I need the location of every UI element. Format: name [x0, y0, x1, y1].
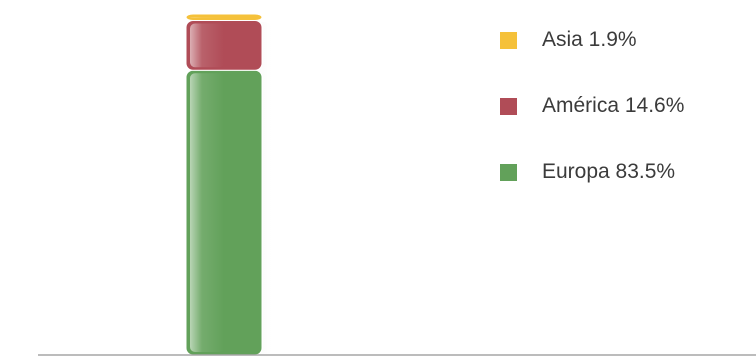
legend-item-europa: Europa 83.5%	[500, 158, 684, 224]
legend-item-asia: Asia 1.9%	[500, 26, 684, 92]
legend-swatch-europa	[500, 164, 517, 181]
legend-swatch-america	[500, 98, 517, 115]
legend-swatch-asia	[500, 32, 517, 49]
legend-item-america: América 14.6%	[500, 92, 684, 158]
bar-gloss-europa	[190, 73, 225, 352]
bar-gloss-america	[190, 23, 225, 68]
legend-label-europa: Europa 83.5%	[542, 160, 676, 183]
bar-stack	[185, 13, 272, 356]
legend-label-america: América 14.6%	[542, 94, 685, 117]
legend: Asia 1.9% América 14.6% Europa 83.5%	[500, 26, 684, 224]
legend-label-asia: Asia 1.9%	[542, 28, 637, 51]
